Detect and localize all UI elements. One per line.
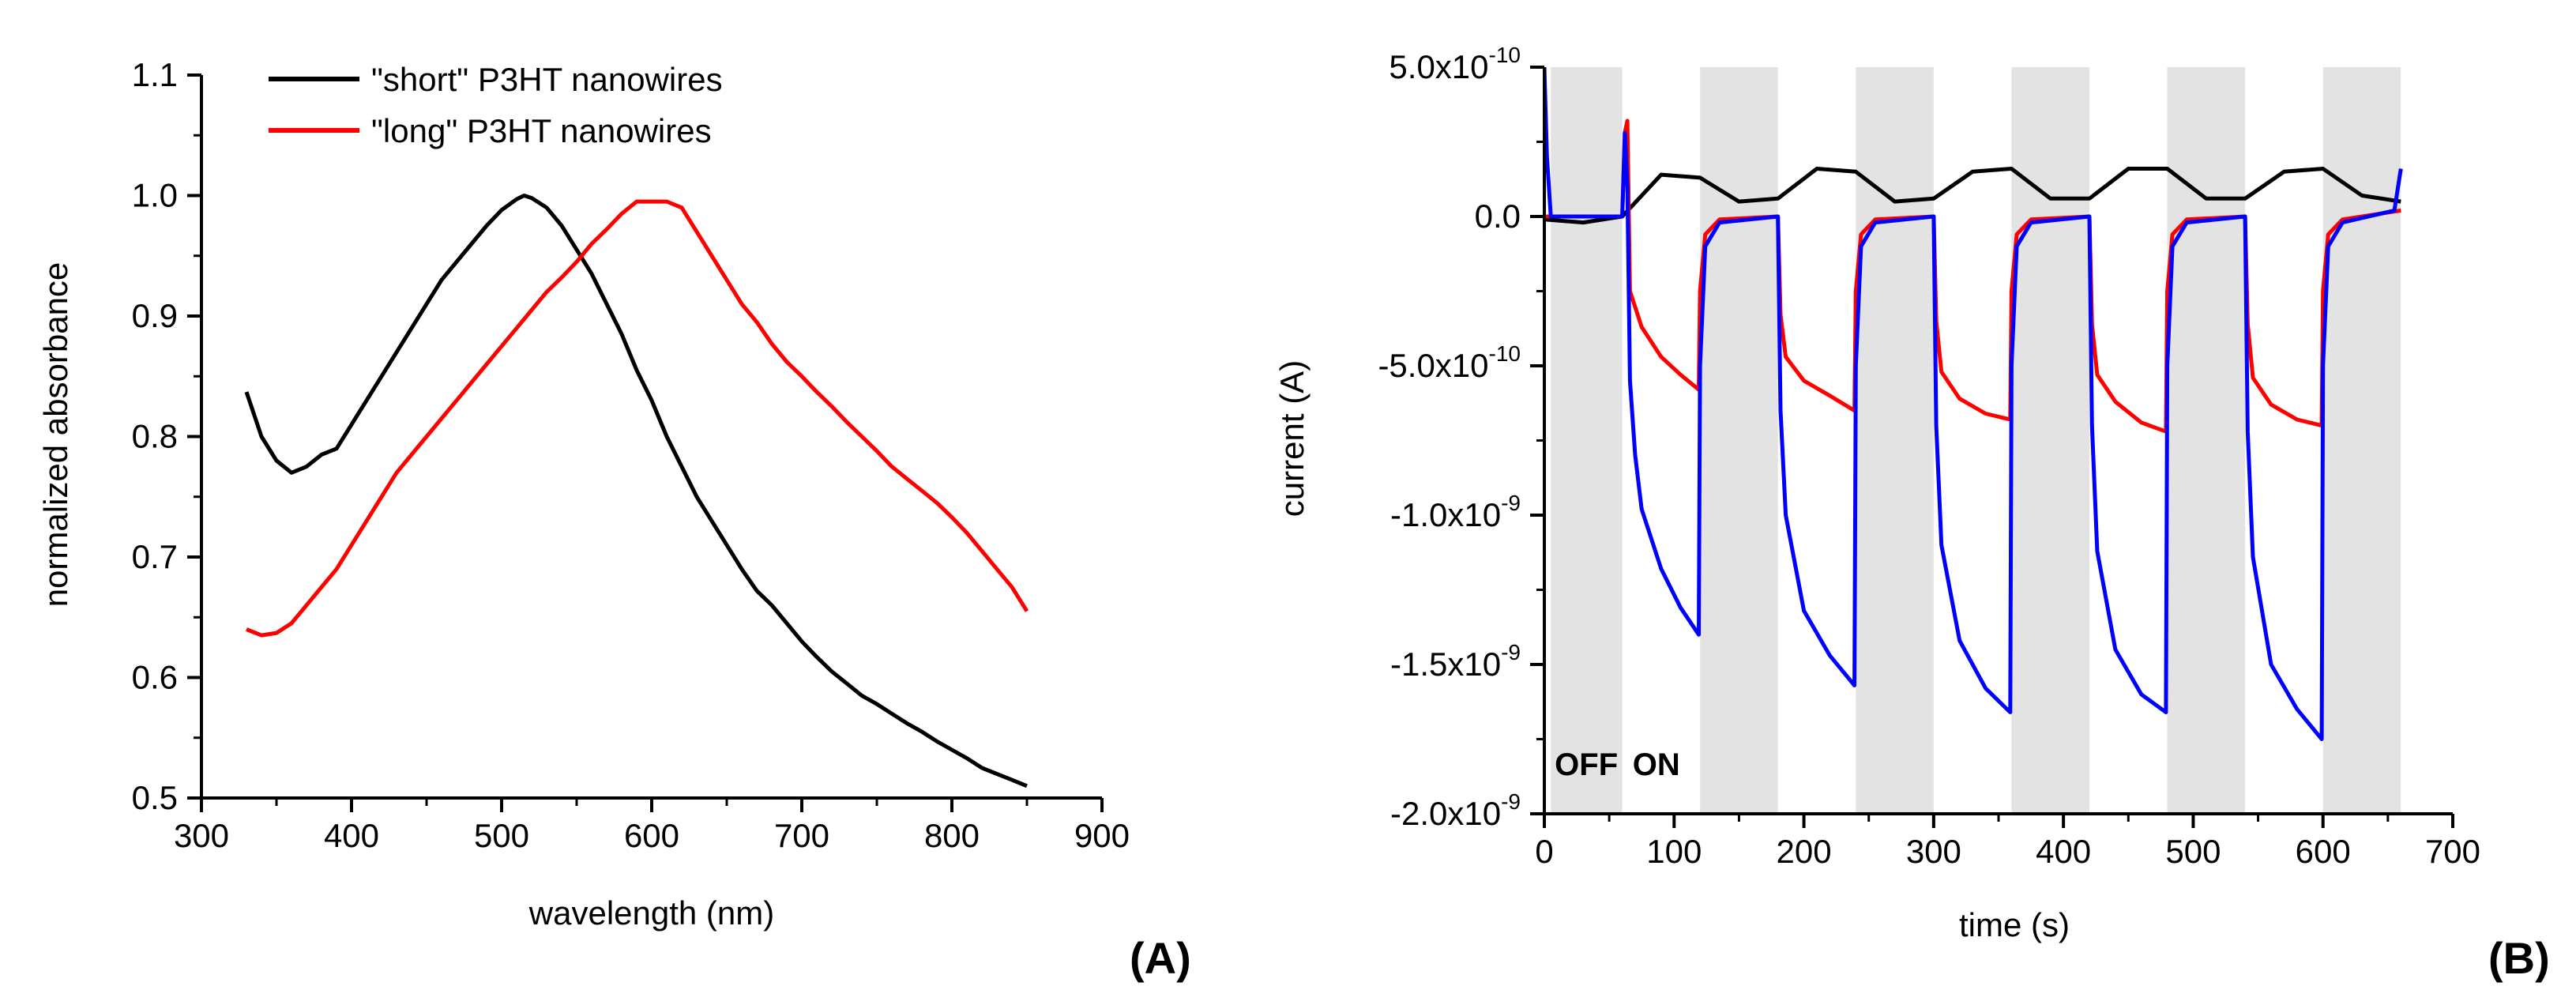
x-tick-label: 600 [2296,833,2351,870]
shaded-interval-3 [2011,67,2089,814]
y-tick-label-exponent: -10 [1489,43,1521,67]
y-tick-label: 1.0 [132,177,178,214]
y-tick-label: 0.5 [132,779,178,816]
y-tick-label-exponent: -10 [1489,341,1521,366]
panel-a-label: (A) [1130,933,1191,983]
y-tick-label: 0.7 [132,538,178,575]
y-tick-label-exponent: -9 [1501,491,1521,515]
x-tick-label: 700 [2425,833,2480,870]
annotation-on: ON [1633,747,1680,782]
y-tick-label-base: 5.0x10 [1389,48,1488,85]
panel-b-x-axis-title: time (s) [1959,906,2070,943]
shaded-interval-2 [1856,67,1934,814]
y-tick-label-base: 0.0 [1475,198,1521,235]
panel-a: 300 400 500 600 700 800 900 0.5 0.6 0.7 0.8 0.9 1.0 1… [37,56,1191,983]
x-tick-label: 100 [1646,833,1702,870]
series-line-2 [1544,67,2403,741]
panel-b-label: (B) [2488,933,2550,983]
y-tick-label-base: -2.0x10 [1390,795,1501,832]
y-tick-label: -1.0x10-9 [1390,491,1521,533]
panel-b-series [1544,67,2403,741]
x-tick-label: 400 [2036,833,2091,870]
y-tick-label-exponent: -9 [1501,789,1521,814]
shaded-interval-4 [2167,67,2246,814]
y-tick-label: 0.6 [132,659,178,696]
series-line-1 [246,199,1029,638]
y-tick-label: -2.0x10-9 [1390,789,1521,832]
x-tick-label: 300 [1906,833,1961,870]
panel-b-shading [1551,67,2401,814]
x-tick-label: 0 [1535,833,1553,870]
legend-label-0: "short" P3HT nanowires [371,61,723,98]
series-line-0 [244,194,1028,789]
panel-b-annotations: OFF ON [1555,747,1680,782]
x-tick-label: 900 [1074,817,1130,854]
x-tick-label: 200 [1777,833,1832,870]
series-line-0 [1544,167,2401,225]
y-tick-label: 0.8 [132,418,178,455]
x-tick-label: 800 [924,817,980,854]
y-tick-label-base: -1.5x10 [1390,646,1501,683]
panel-a-series [244,194,1029,789]
shaded-interval-0 [1551,67,1623,814]
x-tick-label: 300 [174,817,229,854]
y-tick-label-exponent: -9 [1501,640,1521,664]
panel-b: 0 100 200 300 400 500 600 700-2.0x10-9-1.5x10-9… [1273,43,2550,983]
x-tick-label: 400 [324,817,379,854]
panel-a-axes: 300 400 500 600 700 800 900 0.5 0.6 0.7 0.8 0.9 1.0 1… [132,56,1130,854]
panel-a-x-axis-title: wavelength (nm) [528,894,774,932]
y-tick-label: 0.9 [132,297,178,334]
shaded-interval-5 [2322,67,2401,814]
legend-label-1: "long" P3HT nanowires [371,112,712,149]
y-tick-label-base: -1.0x10 [1390,496,1501,533]
y-tick-label: 1.1 [132,56,178,93]
y-tick-label: 0.0 [1475,198,1521,235]
x-tick-label: 700 [774,817,829,854]
shaded-interval-1 [1700,67,1778,814]
y-tick-label-base: -5.0x10 [1378,347,1488,384]
panel-b-y-axis-title: current (A) [1273,360,1311,517]
x-tick-label: 600 [624,817,679,854]
panel-a-y-axis-title: normalized absorbance [37,262,74,608]
y-tick-label: 5.0x10-10 [1389,43,1521,85]
x-tick-label: 500 [474,817,529,854]
y-tick-label: -5.0x10-10 [1378,341,1521,384]
annotation-off: OFF [1555,747,1618,782]
x-tick-label: 500 [2165,833,2221,870]
panel-a-legend: "short" P3HT nanowires "long" P3HT nanowi… [269,61,723,149]
y-tick-label: -1.5x10-9 [1390,640,1521,683]
series-line-1 [1544,119,2401,434]
panel-b-axes: 0 100 200 300 400 500 600 700-2.0x10-9-1.5x10-9… [1378,43,2480,870]
